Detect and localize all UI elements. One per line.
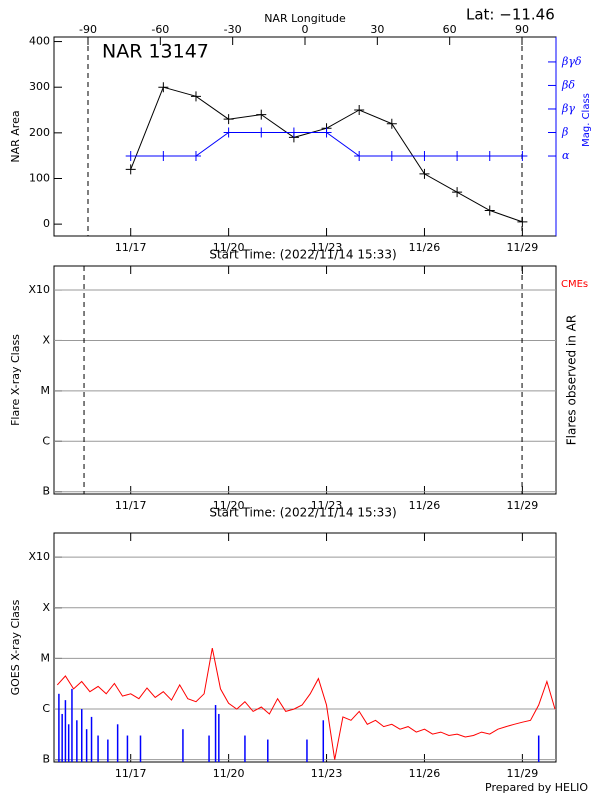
x2-tick-label: 60 [443,23,457,36]
x-tick-label: 11/26 [409,767,441,780]
y-tick-label: X [42,601,50,614]
point-marker [386,151,397,162]
point-marker [386,118,397,129]
x-tick-label: 11/29 [507,767,539,780]
point-marker [419,151,430,162]
y-axis-title: Flare X-ray Class [9,334,22,426]
point-marker [190,151,201,162]
x-tick-label: 11/20 [213,241,245,254]
series-line [56,648,556,760]
y-tick-label: B [42,753,50,766]
y2-tick-label: βγδ [561,55,582,68]
y-tick-label: C [42,702,50,715]
point-marker [125,164,136,175]
x2-axis-title: NAR Longitude [264,12,346,25]
x2-tick-label: -90 [79,23,97,36]
y-tick-label: 300 [29,80,50,93]
point-marker [321,127,332,138]
point-marker [517,216,528,227]
y2-axis-title: Mag. Class [581,93,592,147]
x-tick-label: 11/20 [213,767,245,780]
x-tick-label: 11/29 [507,241,539,254]
x-tick-label: 11/20 [213,499,245,512]
y-tick-label: X10 [28,283,50,296]
y-tick-label: M [41,651,51,664]
y2-tick-label: β [561,126,568,139]
plot-frame [53,36,557,237]
point-marker [452,151,463,162]
annotation: Lat: −11.46 [466,6,555,24]
x2-tick-label: 30 [370,23,384,36]
point-marker [190,91,201,102]
point-marker [125,151,136,162]
x-tick-label: 11/17 [115,767,147,780]
point-marker [484,151,495,162]
plot-frame [53,265,557,495]
x-tick-label: 11/26 [409,499,441,512]
y-tick-label: C [42,434,50,447]
annotation: CMEs [561,279,588,290]
x-tick-label: 11/23 [311,767,343,780]
x-tick-label: 11/23 [311,241,343,254]
point-marker [354,105,365,116]
x2-tick-label: -60 [151,23,169,36]
y2-axis-title: Flares observed in AR [565,315,579,445]
y-tick-label: 0 [43,217,50,230]
y-tick-label: 400 [29,35,50,48]
footer: Prepared by HELIO [485,781,588,794]
y2-tick-label: βγ [561,102,575,115]
x2-tick-label: -30 [224,23,242,36]
x-tick-label: 11/23 [311,499,343,512]
series-line [130,86,523,223]
point-marker [256,127,267,138]
y-tick-label: 200 [29,126,50,139]
x-tick-label: 11/29 [507,499,539,512]
y-tick-label: B [42,485,50,498]
point-marker [223,114,234,125]
point-marker [288,127,299,138]
y2-tick-label: α [562,149,570,162]
point-marker [419,168,430,179]
x-axis-title: Start Time: (2022/11/14 15:33) [209,506,396,520]
x-tick-label: 11/17 [115,499,147,512]
x2-tick-label: 0 [302,23,309,36]
y-tick-label: X [42,333,50,346]
x2-tick-label: 90 [515,23,529,36]
x-tick-label: 11/17 [115,241,147,254]
y-tick-label: X10 [28,550,50,563]
point-marker [354,151,365,162]
point-marker [452,187,463,198]
x-axis-title: Start Time: (2022/11/14 15:33) [209,248,396,262]
y-axis-title: NAR Area [9,110,22,162]
point-marker [223,127,234,138]
point-marker [484,205,495,216]
y2-tick-label: βδ [561,78,575,91]
point-marker [256,109,267,120]
y-tick-label: M [41,384,51,397]
point-marker [517,151,528,162]
y-tick-label: 100 [29,171,50,184]
x-tick-label: 11/26 [409,241,441,254]
plot-frame [53,532,557,763]
chart-title: NAR 13147 [102,41,209,63]
point-marker [158,82,169,93]
point-marker [158,151,169,162]
y-axis-title: GOES X-ray Class [9,599,22,695]
